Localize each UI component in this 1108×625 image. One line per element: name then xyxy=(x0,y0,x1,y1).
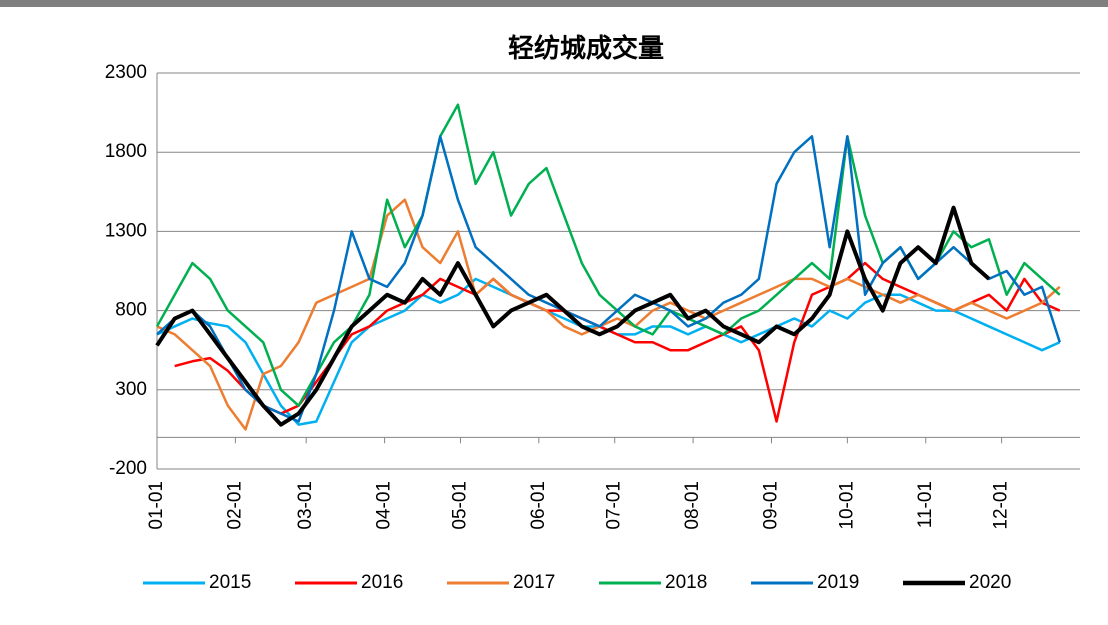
y-tick-label: 800 xyxy=(115,300,147,321)
x-tick-label: 12-01 xyxy=(991,481,1012,530)
x-tick-label: 01-01 xyxy=(146,481,167,530)
legend-label: 2019 xyxy=(817,572,859,593)
x-tick-label: 04-01 xyxy=(374,481,395,530)
legend-label: 2017 xyxy=(513,572,555,593)
series-line xyxy=(156,198,1061,431)
y-tick-label: 2300 xyxy=(105,62,147,83)
series-line xyxy=(156,135,1061,423)
legend-label: 2016 xyxy=(361,572,403,593)
legend-label: 2020 xyxy=(969,572,1011,593)
x-tick-label: 09-01 xyxy=(761,481,782,530)
x-tick-label: 02-01 xyxy=(224,481,245,530)
legend-label: 2018 xyxy=(665,572,707,593)
x-tick-label: 10-01 xyxy=(836,481,857,530)
x-tick-label: 03-01 xyxy=(295,481,316,530)
x-tick-label: 06-01 xyxy=(528,481,549,530)
x-tick-label: 08-01 xyxy=(682,481,703,530)
y-tick-label: -200 xyxy=(109,458,147,479)
x-tick-label: 05-01 xyxy=(449,481,470,530)
y-tick-label: 1800 xyxy=(105,141,147,162)
legend-label: 2015 xyxy=(209,572,251,593)
x-tick-label: 11-01 xyxy=(915,481,936,528)
y-tick-label: 300 xyxy=(115,379,147,400)
series-line xyxy=(155,205,991,427)
y-tick-label: 1300 xyxy=(105,220,147,241)
x-tick-label: 07-01 xyxy=(604,481,625,530)
series-line xyxy=(174,261,1061,423)
top-bar xyxy=(0,0,1108,7)
chart-title: 轻纺城成交量 xyxy=(508,33,664,63)
